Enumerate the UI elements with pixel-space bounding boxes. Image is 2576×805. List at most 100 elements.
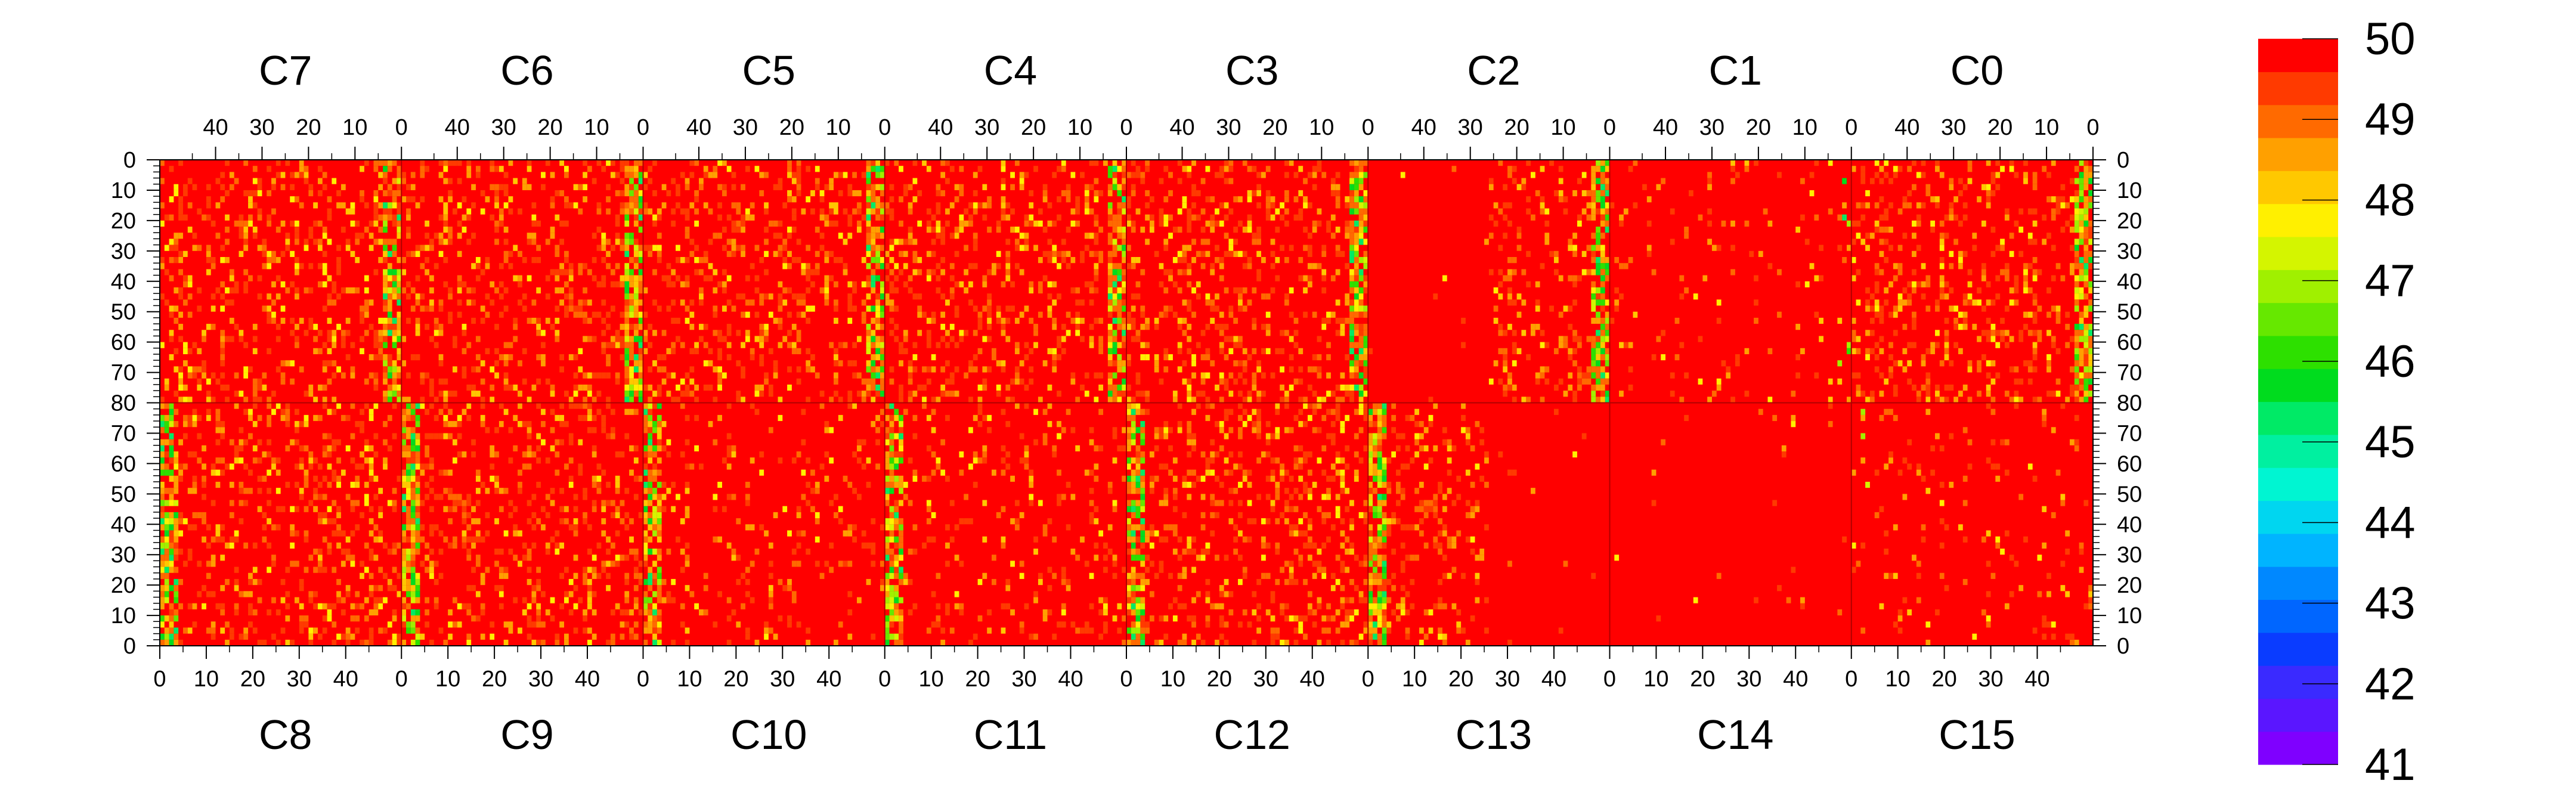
heatmap-cell: [443, 239, 448, 245]
heatmap-cell: [564, 269, 569, 275]
heatmap-cell: [652, 190, 657, 197]
heatmap-cell: [1535, 190, 1540, 197]
heatmap-cell: [1572, 360, 1577, 367]
heatmap-cell: [601, 348, 606, 354]
heatmap-cell: [1131, 184, 1136, 190]
heatmap-cell: [1321, 275, 1327, 281]
heatmap-cell: [475, 469, 481, 476]
heatmap-cell: [438, 408, 444, 415]
heatmap-cell: [397, 281, 402, 287]
heatmap-cell: [1126, 397, 1131, 403]
heatmap-cell: [1828, 208, 1833, 215]
heatmap-cell: [1507, 299, 1512, 306]
heatmap-cell: [527, 275, 532, 281]
heatmap-cell: [606, 342, 611, 348]
heatmap-cell: [267, 402, 272, 409]
heatmap-cell: [429, 530, 434, 537]
heatmap-cell: [564, 166, 569, 172]
heatmap-cell: [982, 275, 987, 281]
heatmap-cell: [606, 184, 611, 190]
heatmap-cell: [327, 348, 332, 354]
heatmap-cell: [1270, 202, 1275, 209]
heatmap-cell: [629, 324, 634, 330]
heatmap-cell: [1837, 214, 1843, 221]
heatmap-cell: [1154, 354, 1159, 361]
heatmap-cell: [438, 214, 444, 221]
heatmap-cell: [1893, 360, 1898, 367]
heatmap-cell: [2088, 336, 2093, 342]
heatmap-cell: [406, 488, 411, 494]
heatmap-cell: [685, 281, 690, 287]
heatmap-cell: [401, 336, 407, 342]
heatmap-cell: [406, 518, 411, 525]
heatmap-cell: [2009, 160, 2014, 166]
heatmap-cell: [210, 500, 216, 506]
heatmap-cell: [912, 239, 918, 245]
heatmap-cell: [174, 597, 179, 603]
heatmap-cell: [1354, 372, 1359, 379]
heatmap-cell: [160, 603, 165, 609]
heatmap-cell: [620, 190, 625, 197]
heatmap-cell: [1205, 372, 1210, 379]
heatmap-cell: [1275, 227, 1280, 233]
heatmap-cell: [559, 287, 565, 294]
heatmap-cell: [387, 208, 392, 215]
heatmap-cell: [648, 244, 653, 251]
heatmap-cell: [169, 433, 174, 439]
heatmap-cell: [1600, 220, 1605, 227]
heatmap-cell: [661, 275, 667, 281]
heatmap-cell: [252, 190, 258, 197]
heatmap-cell: [364, 378, 369, 385]
heatmap-cell: [936, 208, 941, 215]
heatmap-cell: [741, 227, 745, 233]
heatmap-cell: [1354, 244, 1359, 251]
heatmap-cell: [536, 257, 541, 264]
heatmap-cell: [931, 366, 936, 373]
heatmap-cell: [234, 603, 239, 609]
heatmap-cell: [1014, 378, 1020, 385]
heatmap-cell: [875, 324, 880, 330]
heatmap-cell: [908, 239, 913, 245]
heatmap-cell: [1721, 360, 1726, 367]
heatmap-cell: [336, 366, 341, 373]
heatmap-cell: [1893, 384, 1898, 391]
heatmap-cell: [2032, 330, 2038, 336]
heatmap-cell: [355, 239, 360, 245]
heatmap-cell: [875, 354, 880, 361]
heatmap-cell: [290, 330, 295, 336]
heatmap-cell: [1503, 391, 1508, 397]
heatmap-cell: [1112, 317, 1117, 324]
heatmap-cell: [889, 244, 894, 251]
heatmap-cell: [1284, 391, 1289, 397]
heatmap-cell: [425, 494, 430, 500]
heatmap-cell: [169, 257, 174, 264]
heatmap-cell: [536, 317, 541, 324]
heatmap-cell: [894, 160, 899, 166]
heatmap-cell: [457, 287, 462, 294]
heatmap-cell: [987, 293, 992, 300]
heatmap-cell: [1707, 208, 1712, 215]
heatmap-cell: [239, 591, 244, 597]
heatmap-cell: [494, 227, 499, 233]
heatmap-cell: [1191, 287, 1196, 294]
heatmap-cell: [638, 336, 643, 342]
heatmap-cell: [722, 372, 727, 379]
heatmap-cell: [415, 324, 420, 330]
heatmap-cell: [160, 572, 165, 579]
heatmap-cell: [1912, 250, 1916, 257]
heatmap-cell: [2000, 317, 2005, 324]
heatmap-cell: [518, 627, 522, 634]
heatmap-cell: [866, 378, 871, 385]
heatmap-cell: [1995, 372, 2001, 379]
heatmap-cell: [1047, 202, 1052, 209]
heatmap-cell: [2074, 166, 2079, 172]
heatmap-cell: [1879, 178, 1884, 184]
heatmap-cell: [1307, 384, 1312, 391]
heatmap-cell: [322, 366, 327, 373]
heatmap-cell: [392, 566, 397, 573]
heatmap-cell: [1498, 269, 1503, 275]
heatmap-cell: [178, 269, 183, 275]
heatmap-cell: [378, 342, 383, 348]
heatmap-cell: [564, 293, 569, 300]
heatmap-cell: [1168, 275, 1173, 281]
